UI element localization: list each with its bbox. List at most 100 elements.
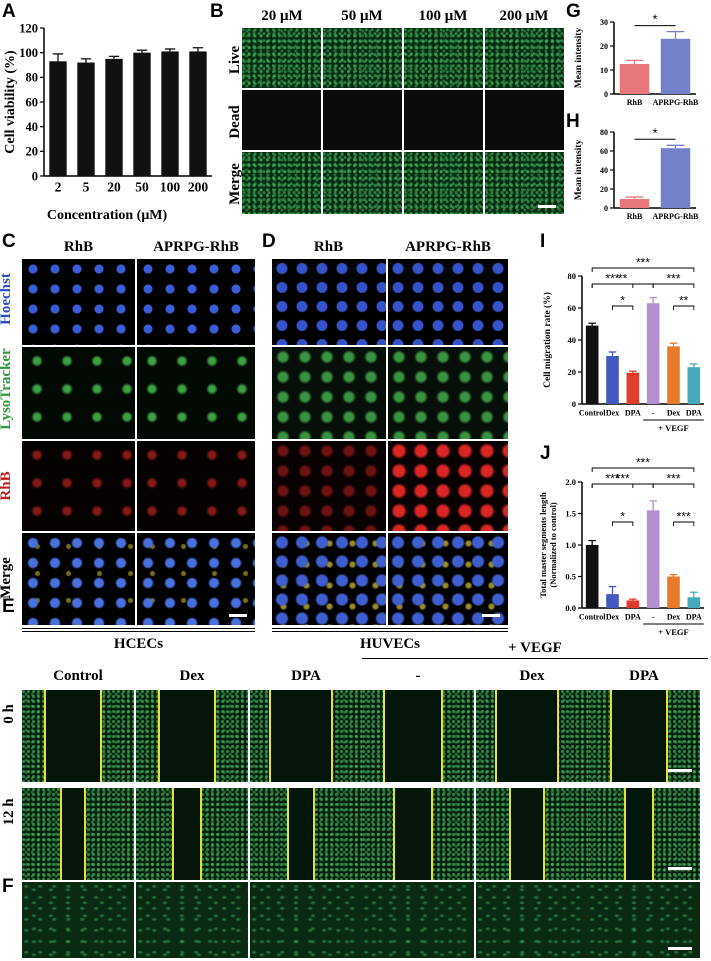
g-xtick-label: RhB — [627, 98, 643, 107]
i-ytick-label: 0 — [572, 399, 576, 409]
b-image-merge-20 — [242, 152, 321, 214]
h-bar — [619, 198, 650, 208]
h-bar — [660, 148, 691, 208]
b-col-header-200: 200 μM — [499, 8, 549, 24]
e-wound-edge-line — [441, 690, 443, 782]
c-col-header-aprpg: APRPG-RhB — [153, 239, 239, 255]
e-wound-edge-line — [200, 788, 202, 880]
b-image-dead-200 — [485, 90, 564, 150]
f-image-0 — [22, 882, 134, 958]
i-xtick-label: Dex — [667, 409, 680, 418]
e-image-12h-5 — [588, 788, 700, 880]
e-col-header-3: - — [415, 668, 421, 684]
e-wound-edge-line — [431, 788, 433, 880]
d-scale-bar — [482, 614, 500, 617]
b-image-merge-200 — [485, 152, 564, 214]
e-wound-edge-line — [172, 788, 174, 880]
e-image-12h-4 — [476, 788, 588, 880]
c-row-label-hoechst: Hoechst — [0, 273, 14, 325]
i-sig-bracket — [652, 283, 695, 288]
j-xtick-label: - — [652, 613, 655, 622]
e-scale-bar — [668, 867, 692, 870]
j-bar — [667, 576, 680, 608]
i-bar — [687, 367, 701, 404]
b-row-label-merge: Merge — [227, 163, 243, 205]
e-image-12h-0 — [22, 788, 134, 880]
j-sig-stars: * — [620, 510, 625, 524]
h-y-axis-title: Mean intensity — [574, 140, 584, 201]
j-sig-bracket — [652, 483, 695, 488]
h-sig-star: * — [652, 125, 657, 140]
e-wound-edge-line — [652, 788, 654, 880]
e-wound-gap — [383, 690, 441, 782]
j-sig-bracket — [612, 521, 634, 526]
e-wound-edge-line — [214, 690, 216, 782]
a-ytick-label: 40 — [26, 120, 39, 134]
i-sig-bracket — [612, 305, 634, 310]
j-xtick-label: DPA — [686, 613, 702, 622]
j-bar — [585, 545, 599, 608]
f-image-2 — [250, 882, 362, 958]
e-image-0h-2 — [250, 690, 362, 782]
h-ytick-label: 80 — [600, 128, 608, 137]
e-wound-edge-line — [313, 788, 315, 880]
g-ytick-label: 20 — [600, 42, 608, 51]
b-image-live-50 — [323, 28, 402, 88]
i-sig-stars: *** — [636, 256, 650, 270]
i-ytick-label: 80 — [568, 271, 577, 281]
panel-label-g: G — [566, 1, 581, 22]
chart-g-mean-intensity: 0 10 20 30 RhB APRPG-RhB Mean intensity * — [574, 12, 699, 107]
j-sig-bracket — [673, 521, 695, 526]
a-bar — [77, 62, 95, 176]
e-col-header-4: Dex — [519, 668, 545, 684]
c-row-label-rhb: RhB — [0, 471, 14, 501]
c-image-rhb-rhb — [22, 441, 135, 531]
e-wound-edge-line — [557, 690, 559, 782]
i-ytick-label: 60 — [568, 303, 577, 313]
a-x-axis-title: Concentration (μM) — [47, 208, 168, 223]
j-y-axis-subtitle: (Normalized to control) — [548, 502, 558, 587]
b-image-merge-50 — [323, 152, 402, 214]
d-image-lyso-rhb — [272, 347, 386, 439]
a-ytick-label: 120 — [19, 21, 38, 35]
g-sig-star: * — [652, 12, 657, 27]
e-image-0h-4 — [476, 690, 588, 782]
i-bar — [626, 372, 640, 404]
i-ytick-label: 20 — [568, 367, 577, 377]
i-bar — [667, 346, 680, 404]
panel-label-d: D — [262, 231, 276, 252]
e-wound-edge-line — [100, 690, 102, 782]
g-bar — [660, 38, 691, 94]
e-wound-edge-line — [393, 788, 395, 880]
e-wound-gap — [610, 690, 666, 782]
e-wound-gap — [269, 690, 331, 782]
b-image-live-200 — [485, 28, 564, 88]
e-wound-gap — [495, 690, 557, 782]
d-col-header-aprpg: APRPG-RhB — [405, 239, 491, 255]
e-wound-edge-line — [44, 690, 46, 782]
a-bar — [133, 52, 151, 176]
e-wound-edge-line — [495, 690, 497, 782]
i-sig-stars: ** — [679, 294, 689, 308]
i-bar — [585, 325, 599, 404]
e-wound-gap — [509, 788, 543, 880]
h-xtick-label: APRPG-RhB — [653, 212, 699, 221]
a-xtick-label: 200 — [188, 180, 209, 195]
d-image-rhb-rhb — [272, 441, 386, 531]
j-ytick-label: 0.5 — [565, 571, 576, 581]
panel-label-b: B — [210, 1, 224, 22]
h-ytick-label: 0 — [604, 204, 608, 213]
j-ytick-label: 1.5 — [565, 508, 576, 518]
d-image-merge-aprpg — [388, 533, 508, 625]
j-sig-stars: *** — [636, 456, 650, 470]
j-xtick-label: Dex — [667, 613, 680, 622]
c-row-label-lysotracker: LysoTracker — [0, 348, 14, 430]
a-xtick-label: 100 — [160, 180, 181, 195]
a-bar — [105, 58, 123, 177]
i-sig-bracket — [673, 305, 695, 310]
j-bar — [687, 597, 701, 608]
j-ytick-label: 2.0 — [565, 477, 576, 487]
b-row-label-dead: Dead — [227, 105, 243, 139]
h-ytick-label: 20 — [600, 185, 608, 194]
